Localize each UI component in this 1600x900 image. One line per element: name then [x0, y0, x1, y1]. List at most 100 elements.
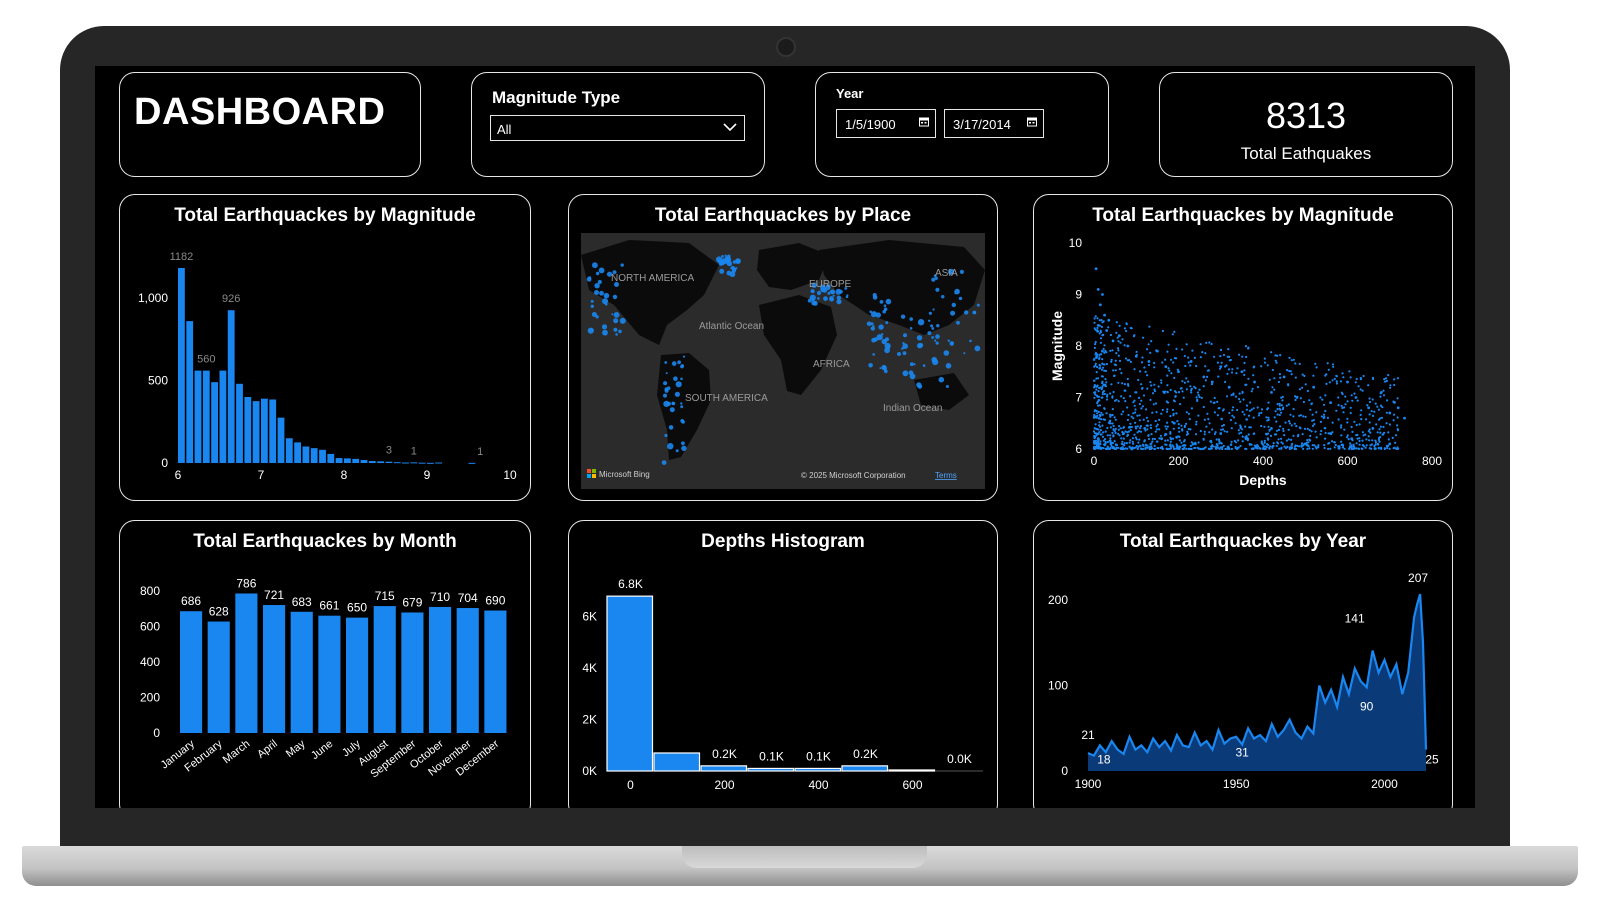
scatter-point [1211, 428, 1214, 431]
year-label: Year [836, 86, 864, 101]
scatter-point [1369, 444, 1372, 447]
histogram-bar [888, 769, 936, 772]
map-dot [590, 304, 594, 308]
scatter-point [1100, 411, 1103, 414]
scatter-point [1100, 418, 1103, 421]
scatter-point [1095, 409, 1098, 413]
scatter-point [1238, 353, 1241, 356]
year-area-title: Total Earthquackes by Year [1119, 531, 1367, 552]
scatter-point [1122, 437, 1125, 440]
scatter-point [1341, 406, 1344, 410]
scatter-point [1232, 416, 1236, 419]
scatter-point [1147, 437, 1151, 441]
map-terms-link[interactable]: Terms [935, 471, 957, 480]
scatter-point [1093, 346, 1096, 349]
histogram-bar [606, 595, 654, 772]
scatter-point [1333, 377, 1336, 380]
scatter-point [1155, 411, 1158, 414]
depth-histogram-chart[interactable]: 0K 2K 4K 6K 6.8K 0.2K 0.1K 0.1K 0.2K 0.0K 0 200 400 6… [569, 521, 999, 808]
scatter-point [1176, 368, 1179, 371]
calendar-icon[interactable] [919, 117, 929, 127]
map-label-atlantic: Atlantic Ocean [699, 321, 764, 332]
map-dot [669, 407, 675, 413]
map-dot [719, 268, 725, 274]
scatter-point [1329, 401, 1332, 405]
scatter-point [1310, 402, 1313, 405]
scatter-point [1103, 438, 1107, 441]
scatter-point [1185, 411, 1188, 414]
bar [227, 310, 235, 463]
histogram-bar [794, 767, 842, 772]
map-dot [812, 290, 815, 293]
scatter-point [1150, 433, 1153, 436]
scatter-point [1340, 443, 1343, 446]
data-label: 1 [477, 446, 483, 458]
map-dot [878, 324, 884, 330]
scatter-point [1312, 374, 1315, 377]
kpi-value: 8313 [1265, 95, 1347, 136]
data-label: 1 [411, 445, 417, 457]
scatter-point [1223, 430, 1226, 433]
scatter-point [1227, 348, 1230, 351]
bar [368, 461, 376, 463]
scatter-point [1368, 421, 1371, 424]
scatter-point [1098, 431, 1101, 434]
scatter-point [1126, 383, 1130, 386]
scatter-point [1115, 352, 1118, 355]
scatter-point [1237, 429, 1240, 432]
scatter-point [1159, 434, 1162, 437]
scatter-point [1099, 386, 1102, 389]
scatter-point [1187, 361, 1190, 364]
y-tick-label: 200 [140, 691, 160, 705]
scatter-point [1276, 441, 1279, 444]
scatter-point [1275, 361, 1278, 364]
scatter-point [1302, 447, 1305, 450]
scatter-point [1260, 424, 1263, 428]
scatter-point [1260, 365, 1263, 368]
scatter-point [1278, 402, 1281, 405]
month-bar-chart[interactable]: 0200400600800686January628February786Mar… [120, 521, 532, 808]
map-dot [902, 343, 908, 349]
map-dot [603, 292, 610, 299]
data-label: 3 [386, 445, 392, 457]
scatter-point [1114, 431, 1117, 434]
start-date-field[interactable]: 1/5/1900 [836, 109, 936, 138]
scatter-point [1248, 426, 1251, 429]
scatter-point [1173, 390, 1177, 393]
start-date-value: 1/5/1900 [845, 117, 896, 132]
map-title: Total Earthquackes by Place [654, 205, 912, 226]
scatter-point [1093, 317, 1096, 320]
calendar-icon[interactable] [1027, 117, 1037, 127]
bar [269, 399, 277, 463]
map-dot [845, 295, 849, 299]
scatter-point [1246, 439, 1249, 442]
scatter-point [1187, 356, 1190, 359]
magnitude-depth-scatter[interactable]: 6 7 8 9 10 0 200 400 600 800 Depths Magnitude [1034, 195, 1454, 502]
magnitude-type-dropdown[interactable]: All [490, 115, 745, 141]
scatter-point [1322, 413, 1326, 416]
scatter-point [1133, 368, 1136, 371]
scatter-point [1154, 402, 1158, 405]
scatter-point [1104, 369, 1107, 373]
scatter-point [1104, 349, 1107, 352]
map-dot [595, 271, 600, 276]
scatter-point [1103, 351, 1106, 354]
scatter-point [1296, 444, 1299, 447]
scatter-point [1218, 442, 1221, 445]
world-map[interactable]: NORTH AMERICA EUROPE ASIA Atlantic Ocean… [569, 195, 999, 502]
scatter-point [1166, 374, 1169, 377]
scatter-point [1252, 374, 1255, 377]
end-date-field[interactable]: 3/17/2014 [944, 109, 1044, 138]
scatter-point [1378, 418, 1381, 421]
bar [377, 461, 385, 463]
map-dot [680, 377, 683, 381]
scatter-point [1199, 356, 1202, 359]
scatter-point [1126, 431, 1129, 434]
scatter-point [1117, 347, 1120, 350]
scatter-point [1117, 400, 1120, 403]
scatter-point [1248, 409, 1252, 412]
scatter-point [1097, 404, 1100, 407]
magnitude-bar-chart[interactable]: 0 500 1,000 6 7 8 9 10 1182 926 560 3 1 1 [120, 195, 532, 502]
scatter-point [1118, 368, 1122, 371]
